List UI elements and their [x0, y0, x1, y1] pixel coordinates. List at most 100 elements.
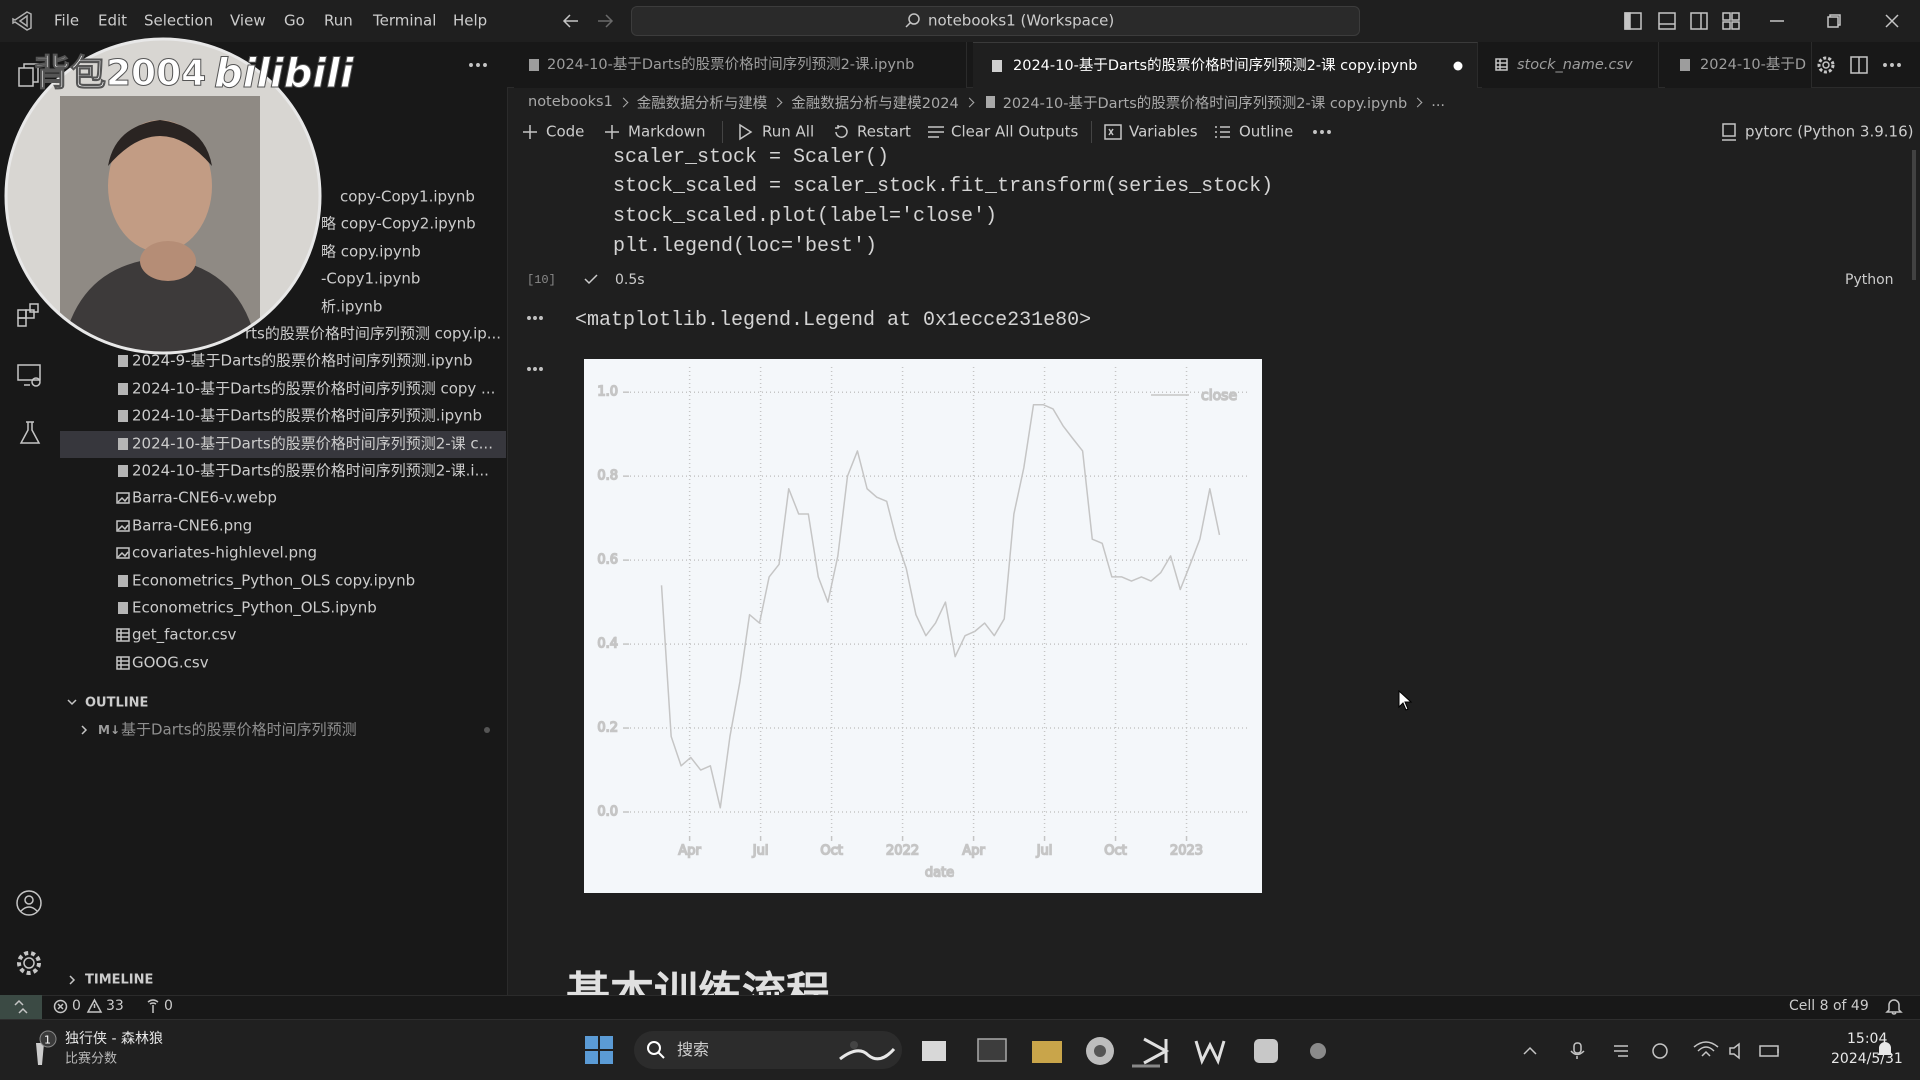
- window-minimize[interactable]: [1770, 20, 1784, 22]
- toolbar-button[interactable]: Outline: [1239, 122, 1294, 141]
- toggle-secondary[interactable]: [1690, 12, 1708, 30]
- file-name[interactable]: 析.ipynb: [321, 297, 383, 316]
- taskbar-apps[interactable]: [920, 1035, 1340, 1068]
- window-restore[interactable]: [1827, 14, 1841, 28]
- outline-chevron[interactable]: [78, 724, 90, 736]
- breadcrumb-item[interactable]: 金融数据分析与建模2024: [791, 92, 982, 113]
- remote-icon[interactable]: [16, 362, 42, 388]
- accounts-icon[interactable]: [15, 889, 43, 917]
- menu-item[interactable]: Selection: [144, 11, 214, 30]
- section-chevron[interactable]: [66, 696, 78, 708]
- code-line[interactable]: stock_scaled.plot(label='close'): [613, 205, 998, 228]
- file-name[interactable]: -Copy1.ipynb: [321, 269, 421, 288]
- ports-count[interactable]: 0: [164, 998, 173, 1014]
- file-row[interactable]: 2024-10-基于Darts的股票价格时间序列预测.ipynb: [60, 403, 506, 430]
- file-name[interactable]: 2024-10-基于Darts的股票价格时间序列预测2-课.i...: [132, 461, 489, 480]
- tab-label[interactable]: stock_name.csv: [1517, 56, 1633, 73]
- tab-label[interactable]: 2024-10-基于Darts的股票价格时间序列预测2-课 copy.ipynb: [1013, 57, 1418, 74]
- split-editor[interactable]: [1850, 56, 1868, 74]
- command-center[interactable]: [631, 6, 1360, 36]
- editor-tab[interactable]: stock_name.csv: [1482, 42, 1659, 88]
- news-subtitle[interactable]: 比赛分数: [65, 1051, 118, 1067]
- customize-layout[interactable]: [1722, 12, 1740, 30]
- settings-icon[interactable]: [15, 949, 43, 977]
- file-name[interactable]: rts的股票价格时间序列预测 copy.ip...: [245, 324, 502, 343]
- menu-item[interactable]: Run: [324, 11, 353, 30]
- file-name[interactable]: 2024-10-基于Darts的股票价格时间序列预测 copy ...: [132, 379, 496, 398]
- toggle-sidebar[interactable]: [1624, 12, 1642, 30]
- nav-forward[interactable]: [596, 13, 614, 29]
- file-row[interactable]: Barra-CNE6.png: [60, 513, 506, 540]
- file-name[interactable]: Barra-CNE6.png: [132, 516, 253, 535]
- file-row[interactable]: GOOG.csv: [60, 650, 506, 677]
- section-chevron[interactable]: [66, 974, 78, 986]
- file-name[interactable]: 2024-9-基于Darts的股票价格时间序列预测.ipynb: [132, 351, 473, 370]
- kernel-picker[interactable]: pytorc (Python 3.9.16): [1745, 122, 1914, 141]
- file-name[interactable]: covariates-highlevel.png: [132, 543, 318, 562]
- file-name[interactable]: Econometrics_Python_OLS copy.ipynb: [132, 571, 416, 590]
- file-row[interactable]: 2024-10-基于Darts的股票价格时间序列预测2-课 c...: [60, 430, 506, 458]
- tab-label[interactable]: 2024-10-基于D: [1700, 56, 1806, 73]
- toolbar-button[interactable]: Run All: [762, 122, 815, 141]
- breadcrumb-item[interactable]: 金融数据分析与建模: [637, 92, 792, 113]
- unsaved-dot[interactable]: [1453, 61, 1463, 71]
- file-name[interactable]: Econometrics_Python_OLS.ipynb: [132, 598, 377, 617]
- toolbar-button[interactable]: Restart: [857, 122, 911, 141]
- toolbar-more[interactable]: [1312, 130, 1332, 134]
- code-line[interactable]: stock_scaled = scaler_stock.fit_transfor…: [613, 175, 1274, 198]
- file-row[interactable]: Barra-CNE6-v.webp: [60, 485, 506, 512]
- taskbar-search-label[interactable]: 搜索: [677, 1040, 710, 1059]
- toolbar-button[interactable]: Markdown: [628, 122, 706, 141]
- breadcrumb-item[interactable]: ...: [1431, 94, 1446, 110]
- news-title[interactable]: 独行侠 - 森林狼: [65, 1031, 163, 1047]
- code-line[interactable]: plt.legend(loc='best'): [613, 235, 878, 258]
- menu-item[interactable]: Terminal: [373, 11, 437, 30]
- clock-time[interactable]: 15:04: [1847, 1031, 1888, 1047]
- testing-icon[interactable]: [18, 420, 42, 446]
- timeline-title[interactable]: TIMELINE: [85, 972, 154, 988]
- file-row[interactable]: covariates-highlevel.png: [60, 540, 506, 567]
- notification-center[interactable]: [1876, 1040, 1894, 1058]
- toolbar-button[interactable]: Code: [546, 122, 585, 141]
- file-row[interactable]: Econometrics_Python_OLS copy.ipynb: [60, 568, 506, 595]
- output-more[interactable]: [527, 316, 545, 320]
- notebook-settings[interactable]: [1817, 56, 1835, 74]
- menu-item[interactable]: View: [230, 11, 266, 30]
- toolbar-button[interactable]: Clear All Outputs: [951, 122, 1079, 141]
- file-row[interactable]: 2024-9-基于Darts的股票价格时间序列预测.ipynb: [60, 348, 506, 375]
- error-count[interactable]: 0: [72, 998, 81, 1014]
- file-name[interactable]: copy-Copy1.ipynb: [340, 187, 475, 206]
- file-name[interactable]: 略 copy-Copy2.ipynb: [321, 214, 476, 233]
- file-name[interactable]: Barra-CNE6-v.webp: [132, 488, 277, 507]
- command-center-label[interactable]: notebooks1 (Workspace): [928, 11, 1115, 30]
- explorer-more[interactable]: [468, 63, 488, 67]
- editor-tab[interactable]: 2024-10-基于Darts的股票价格时间序列预测2-课.ipynb: [514, 42, 967, 88]
- news-icon[interactable]: [30, 1029, 60, 1069]
- menu-item[interactable]: Help: [453, 11, 488, 30]
- menu-item[interactable]: File: [54, 11, 80, 30]
- remote-indicator[interactable]: [0, 995, 42, 1019]
- breadcrumb-item[interactable]: notebooks1: [528, 94, 637, 110]
- cell-position[interactable]: Cell 8 of 49: [1789, 998, 1869, 1014]
- editor-tab[interactable]: 2024-10-基于D: [1665, 42, 1812, 88]
- warning-count[interactable]: 33: [106, 998, 124, 1014]
- window-close[interactable]: [1885, 14, 1899, 28]
- outline-item[interactable]: 基于Darts的股票价格时间序列预测: [121, 720, 357, 739]
- outline-title[interactable]: OUTLINE: [85, 695, 149, 711]
- file-name[interactable]: 2024-10-基于Darts的股票价格时间序列预测.ipynb: [132, 406, 483, 425]
- file-name[interactable]: GOOG.csv: [132, 653, 209, 672]
- extensions-icon[interactable]: [16, 302, 42, 328]
- toolbar-button[interactable]: Variables: [1129, 122, 1198, 141]
- scrollbar-thumb[interactable]: [1912, 150, 1916, 280]
- file-row[interactable]: get_factor.csv: [60, 622, 506, 649]
- file-row[interactable]: Econometrics_Python_OLS.ipynb: [60, 595, 506, 622]
- menu-item[interactable]: Go: [284, 11, 305, 30]
- file-name[interactable]: 略 copy.ipynb: [321, 242, 421, 261]
- code-line[interactable]: scaler_stock = Scaler(): [613, 146, 890, 169]
- start-button[interactable]: [584, 1035, 614, 1065]
- tab-label[interactable]: 2024-10-基于Darts的股票价格时间序列预测2-课.ipynb: [547, 56, 915, 73]
- breadcrumb-item[interactable]: 2024-10-基于Darts的股票价格时间序列预测2-课 copy.ipynb: [1003, 92, 1432, 113]
- cell-language[interactable]: Python: [1845, 272, 1894, 288]
- nav-back[interactable]: [562, 13, 580, 29]
- file-name[interactable]: get_factor.csv: [132, 625, 237, 644]
